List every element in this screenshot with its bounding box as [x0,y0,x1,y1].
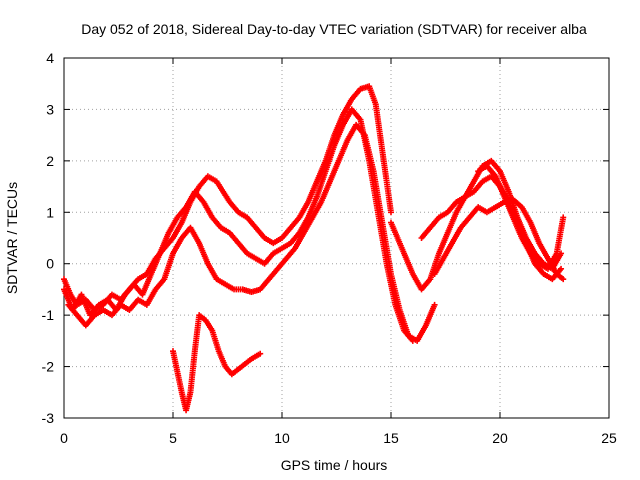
data-point [558,265,565,272]
data-point [257,350,264,357]
data-point [388,209,394,216]
x-tick-label: 0 [60,430,68,446]
y-axis-title: SDTVAR / TECUs [4,182,20,294]
data-point [560,214,567,221]
y-tick-label: -3 [42,410,55,426]
series-trace-7 [431,196,567,283]
y-tick-label: 4 [46,50,54,66]
x-tick-label: 5 [169,430,177,446]
series-trace-3 [65,121,438,344]
y-tick-label: 2 [46,153,54,169]
y-tick-label: 0 [46,256,54,272]
x-tick-label: 20 [492,430,508,446]
y-axis-ticks: -3 -2 -1 0 1 2 3 4 [42,50,609,426]
y-tick-label: 3 [46,101,54,117]
y-tick-label: 1 [46,204,54,220]
y-tick-label: -2 [42,359,55,375]
data-points [61,83,567,414]
series-trace-8 [475,163,567,272]
x-axis-title: GPS time / hours [281,457,388,473]
x-axis-ticks: 0 5 10 15 20 25 [60,58,617,446]
series-trace-4 [170,312,264,414]
series-trace-5 [388,157,565,293]
x-tick-label: 10 [274,430,290,446]
plot-frame [63,57,610,419]
series-trace-2 [61,106,416,344]
data-point [431,301,438,308]
x-tick-label: 25 [601,430,617,446]
x-tick-label: 15 [383,430,399,446]
y-tick-label: -1 [42,307,55,323]
chart-title: Day 052 of 2018, Sidereal Day-to-day VTE… [81,21,587,37]
data-point [560,276,567,283]
